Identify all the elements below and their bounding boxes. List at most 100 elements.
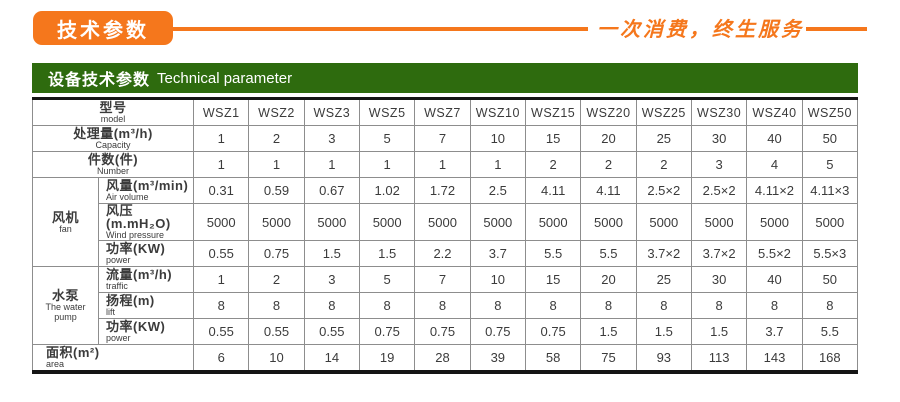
value-cell: 7 xyxy=(414,125,471,152)
value-cell: 25 xyxy=(635,125,692,152)
value-cell: 8 xyxy=(690,292,748,319)
sub-label-cell: 风压(m.mH₂O) Wind pressure xyxy=(97,203,195,241)
value-cell: 14 xyxy=(303,344,361,373)
value-cell: 5.5 xyxy=(801,318,859,345)
value-cell: 6 xyxy=(193,344,250,373)
value-cell: 50 xyxy=(801,266,859,293)
group-label-cell: 水泵 The water pump xyxy=(32,266,99,345)
value-cell: 2 xyxy=(248,266,305,293)
value-cell: 8 xyxy=(469,292,526,319)
value-cell: 2 xyxy=(248,125,305,152)
sub-label-cell: 功率(KW) power xyxy=(97,240,195,267)
value-cell: 143 xyxy=(746,344,803,373)
cell-label: 流量(m³/h) traffic xyxy=(106,268,192,291)
cell-label-en: The water pump xyxy=(45,302,86,322)
value-cell: 40 xyxy=(746,266,803,293)
cell-label-en: Air volume xyxy=(106,192,149,202)
table-row: 件数(件) Number 1 1 1 1 1 1 2 2 2 3 4 5 xyxy=(31,151,859,178)
value-cell: 40 xyxy=(746,125,803,152)
value-cell: 8 xyxy=(303,292,361,319)
value-cell: 5 xyxy=(358,266,416,293)
value-cell: 5000 xyxy=(193,203,250,241)
model-header-row: 型号 model WSZ1 WSZ2 WSZ3 WSZ5 WSZ7 WSZ10 WSZ15 WSZ… xyxy=(31,98,859,126)
row-label-cell: 面积(m²) area xyxy=(31,344,195,373)
value-cell: 5000 xyxy=(580,203,637,241)
value-cell: 5000 xyxy=(303,203,361,241)
value-cell: 8 xyxy=(801,292,859,319)
value-cell: 5000 xyxy=(635,203,692,241)
cell-label-zh: 流量(m³/h) xyxy=(106,267,173,282)
cell-label-zh: 水泵 xyxy=(51,288,79,303)
cell-label: 扬程(m) lift xyxy=(106,294,192,317)
cell-label-zh: 风压(m.mH₂O) xyxy=(106,203,171,231)
value-cell: 4 xyxy=(746,151,803,178)
value-cell: 15 xyxy=(524,266,582,293)
model-header-cell: WSZ15 xyxy=(524,98,582,126)
cell-label-zh: 功率(KW) xyxy=(106,319,166,334)
value-cell: 5000 xyxy=(358,203,416,241)
value-cell: 2.5 xyxy=(469,177,526,204)
technical-parameter-table: 型号 model WSZ1 WSZ2 WSZ3 WSZ5 WSZ7 WSZ10 WSZ15 WSZ… xyxy=(31,97,859,374)
divider-line-right xyxy=(806,27,867,31)
value-cell: 2 xyxy=(524,151,582,178)
value-cell: 8 xyxy=(358,292,416,319)
section-header-bar: 设备技术参数 Technical parameter xyxy=(32,63,858,93)
model-header-cell: WSZ1 xyxy=(193,98,250,126)
cell-label-en: lift xyxy=(106,307,115,317)
cell-label: 风机 fan xyxy=(34,211,97,234)
model-header-cell: WSZ3 xyxy=(303,98,361,126)
value-cell: 0.55 xyxy=(193,240,250,267)
cell-label-zh: 扬程(m) xyxy=(106,293,155,308)
cell-label-en: power xyxy=(106,333,131,343)
value-cell: 4.11×3 xyxy=(801,177,859,204)
value-cell: 1.5 xyxy=(635,318,692,345)
value-cell: 8 xyxy=(414,292,471,319)
cell-label: 功率(KW) power xyxy=(106,320,192,343)
value-cell: 1.5 xyxy=(303,240,361,267)
cell-label: 处理量(m³/h) Capacity xyxy=(34,127,192,150)
value-cell: 20 xyxy=(580,266,637,293)
value-cell: 2 xyxy=(580,151,637,178)
value-cell: 0.75 xyxy=(524,318,582,345)
table-row: 功率(KW) power 0.55 0.75 1.5 1.5 2.2 3.7 5.5 5.5 3.7… xyxy=(33,240,859,267)
value-cell: 1.5 xyxy=(580,318,637,345)
value-cell: 10 xyxy=(248,344,305,373)
model-header-cell: WSZ50 xyxy=(801,98,859,126)
value-cell: 4.11 xyxy=(524,177,582,204)
value-cell: 3 xyxy=(303,266,361,293)
sub-label-cell: 流量(m³/h) traffic xyxy=(97,266,195,293)
value-cell: 0.31 xyxy=(193,177,250,204)
technical-parameters-tag[interactable]: 技术参数 xyxy=(33,11,173,45)
value-cell: 8 xyxy=(193,292,250,319)
value-cell: 0.75 xyxy=(469,318,526,345)
value-cell: 0.75 xyxy=(248,240,305,267)
model-header-cell: WSZ10 xyxy=(469,98,526,126)
value-cell: 19 xyxy=(358,344,416,373)
value-cell: 5000 xyxy=(414,203,471,241)
cell-label: 面积(m²) area xyxy=(46,346,192,369)
value-cell: 20 xyxy=(580,125,637,152)
table-row: 面积(m²) area 6 10 14 19 28 39 58 75 93 113 143 168 xyxy=(31,344,859,373)
value-cell: 1 xyxy=(248,151,305,178)
value-cell: 2 xyxy=(635,151,692,178)
value-cell: 5000 xyxy=(690,203,748,241)
value-cell: 5000 xyxy=(746,203,803,241)
value-cell: 5.5 xyxy=(524,240,582,267)
value-cell: 1 xyxy=(193,266,250,293)
cell-label-zh: 风量(m³/min) xyxy=(106,178,189,193)
value-cell: 0.75 xyxy=(358,318,416,345)
value-cell: 8 xyxy=(248,292,305,319)
sub-label-cell: 风量(m³/min) Air volume xyxy=(97,177,195,204)
slogan-text: 一次消费，终生服务 xyxy=(597,17,804,41)
section-title-en: Technical parameter xyxy=(157,69,293,87)
value-cell: 28 xyxy=(414,344,471,373)
table-row: 功率(KW) power 0.55 0.55 0.55 0.75 0.75 0.75 0.75 1… xyxy=(33,318,859,345)
cell-label-en: Capacity xyxy=(95,140,131,150)
table-row: 风机 fan 风量(m³/min) Air volume 0.31 0.59 0.67 1.0… xyxy=(32,177,859,267)
value-cell: 5.5×2 xyxy=(746,240,803,267)
value-cell: 5 xyxy=(358,125,416,152)
sub-label-cell: 功率(KW) power xyxy=(97,318,195,345)
value-cell: 1 xyxy=(358,151,416,178)
value-cell: 30 xyxy=(690,125,748,152)
